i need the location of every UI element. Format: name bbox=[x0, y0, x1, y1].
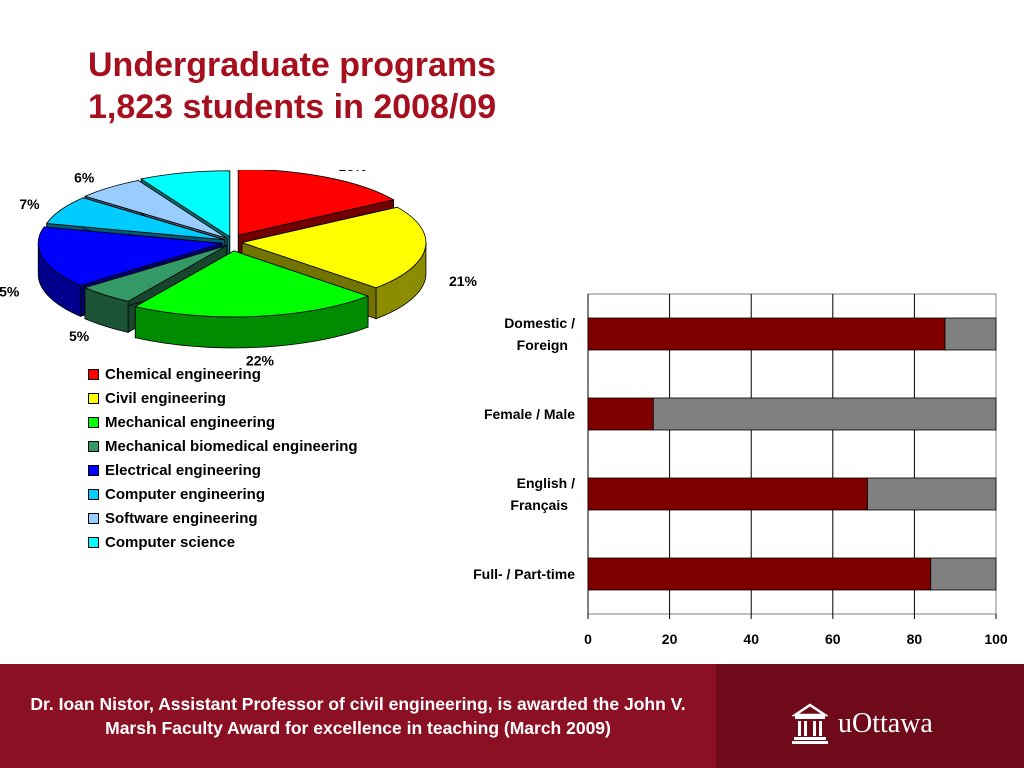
legend-item: Mechanical biomedical engineering bbox=[88, 434, 358, 458]
legend-swatch bbox=[88, 416, 99, 428]
x-tick-label: 0 bbox=[584, 631, 592, 647]
bar-segment-primary bbox=[587, 397, 654, 431]
bar-segment-secondary bbox=[652, 397, 997, 431]
pie-slice-chemical-engineering bbox=[237, 170, 395, 236]
y-category-label: Female / Male bbox=[484, 406, 575, 422]
x-tick-label: 100 bbox=[984, 631, 1008, 647]
pie-slice-software-engineering bbox=[83, 180, 228, 239]
legend-item: Software engineering bbox=[88, 506, 358, 530]
logo-panel bbox=[716, 664, 1024, 768]
uottawa-logo-text: uOttawa bbox=[838, 708, 933, 739]
legend-item: Computer science bbox=[88, 530, 358, 554]
footer-banner: Dr. Ioan Nistor, Assistant Professor of … bbox=[0, 664, 1024, 768]
pie-data-label: 22% bbox=[246, 353, 275, 369]
footer-announcement: Dr. Ioan Nistor, Assistant Professor of … bbox=[30, 694, 686, 738]
title-line-2: 1,823 students in 2008/09 bbox=[88, 88, 497, 126]
pie-slice-computer-science bbox=[140, 170, 231, 238]
x-tick-label: 60 bbox=[825, 631, 841, 647]
pie-data-label: 5% bbox=[69, 328, 90, 344]
x-tick-label: 40 bbox=[743, 631, 759, 647]
bar-segment-primary bbox=[587, 477, 868, 511]
legend-item: Chemical engineering bbox=[88, 362, 358, 386]
pie-slice-mechanical-engineering bbox=[134, 250, 370, 318]
legend-swatch bbox=[88, 392, 99, 404]
bar-segment-secondary bbox=[944, 317, 997, 351]
legend-label: Computer science bbox=[105, 533, 236, 551]
legend-item: Mechanical engineering bbox=[88, 410, 358, 434]
y-category-label: Domestic / Foreign bbox=[504, 315, 575, 353]
legend-label: Mechanical engineering bbox=[105, 413, 276, 431]
pie-data-label: 21% bbox=[449, 273, 478, 289]
legend-swatch bbox=[88, 368, 99, 380]
pie-slice-mechanical-biomedical-engineering bbox=[83, 245, 227, 302]
legend-swatch bbox=[88, 488, 99, 500]
pie-data-label: 6% bbox=[74, 170, 95, 185]
pie-data-label: 15% bbox=[0, 284, 20, 300]
page-title: Undergraduate programs 1,823 students in… bbox=[88, 44, 496, 128]
legend-label: Computer engineering bbox=[105, 485, 266, 503]
bar-segment-secondary bbox=[930, 557, 997, 591]
legend-item: Computer engineering bbox=[88, 482, 358, 506]
x-tick-label: 80 bbox=[907, 631, 923, 647]
pie-slice-civil-engineering bbox=[240, 206, 427, 289]
bar-segment-primary bbox=[587, 557, 932, 591]
pie-slice-computer-engineering bbox=[45, 197, 225, 241]
bar-segment-secondary bbox=[867, 477, 997, 511]
y-category-label: Full- / Part-time bbox=[473, 566, 575, 582]
legend-swatch bbox=[88, 440, 99, 452]
legend-swatch bbox=[88, 536, 99, 548]
bar-segment-primary bbox=[587, 317, 946, 351]
demographics-bar-chart: 0 20 40 60 80 100 Domestic / Foreign Female / Ma… bbox=[473, 293, 1008, 647]
title-line-1: Undergraduate programs bbox=[88, 46, 497, 84]
x-tick-label: 20 bbox=[662, 631, 678, 647]
pie-slice-electrical-engineering bbox=[37, 226, 223, 286]
y-category-label: English / Français bbox=[510, 475, 575, 513]
legend-item: Electrical engineering bbox=[88, 458, 358, 482]
legend-swatch bbox=[88, 464, 99, 476]
pie-data-label: 7% bbox=[19, 196, 40, 212]
program-pie-chart: 16%21%22%5%15%7%6%8% bbox=[0, 170, 478, 369]
legend-item: Civil engineering bbox=[88, 386, 358, 410]
legend-label: Electrical engineering bbox=[105, 461, 261, 479]
uottawa-building-icon bbox=[792, 703, 828, 744]
pie-legend: Chemical engineering Civil engineering M… bbox=[88, 362, 358, 554]
legend-label: Civil engineering bbox=[105, 389, 226, 407]
legend-label: Software engineering bbox=[105, 509, 258, 527]
legend-label: Chemical engineering bbox=[105, 365, 261, 383]
pie-data-label: 16% bbox=[338, 170, 367, 174]
legend-swatch bbox=[88, 512, 99, 524]
legend-label: Mechanical biomedical engineering bbox=[105, 437, 358, 455]
